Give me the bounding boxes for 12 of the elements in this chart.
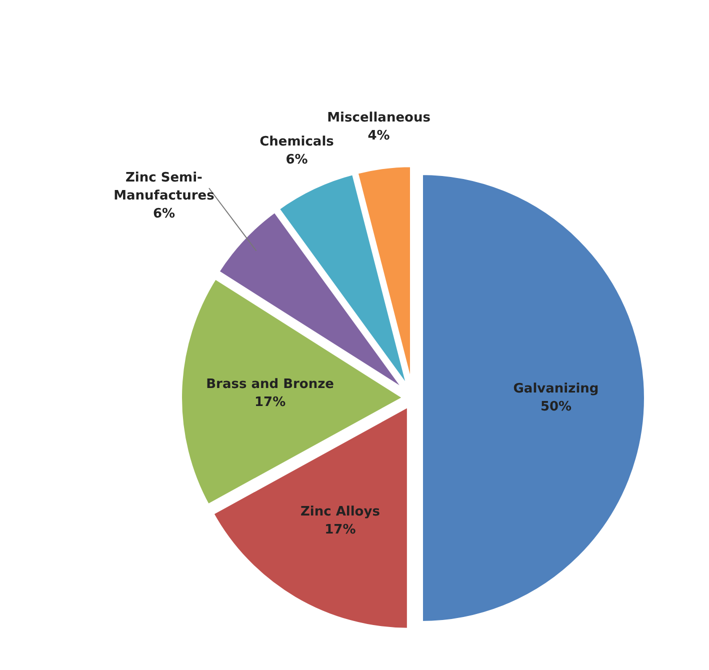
slice-label: Miscellaneous <box>327 110 431 126</box>
slice-label: Brass and Bronze <box>206 377 334 392</box>
slice-label: Chemicals <box>260 134 334 150</box>
slice-label: Zinc Alloys <box>300 504 380 520</box>
data-label: 17% <box>324 522 356 538</box>
data-label: 4% <box>368 128 390 144</box>
data-label: 6% <box>152 206 176 222</box>
data-label: 50% <box>540 400 572 414</box>
slice-label: Galvanizing <box>513 382 599 396</box>
slice-label: Zinc Semi-Manufactures <box>114 170 215 204</box>
data-label: 6% <box>286 152 308 168</box>
data-label: 17% <box>254 395 286 410</box>
